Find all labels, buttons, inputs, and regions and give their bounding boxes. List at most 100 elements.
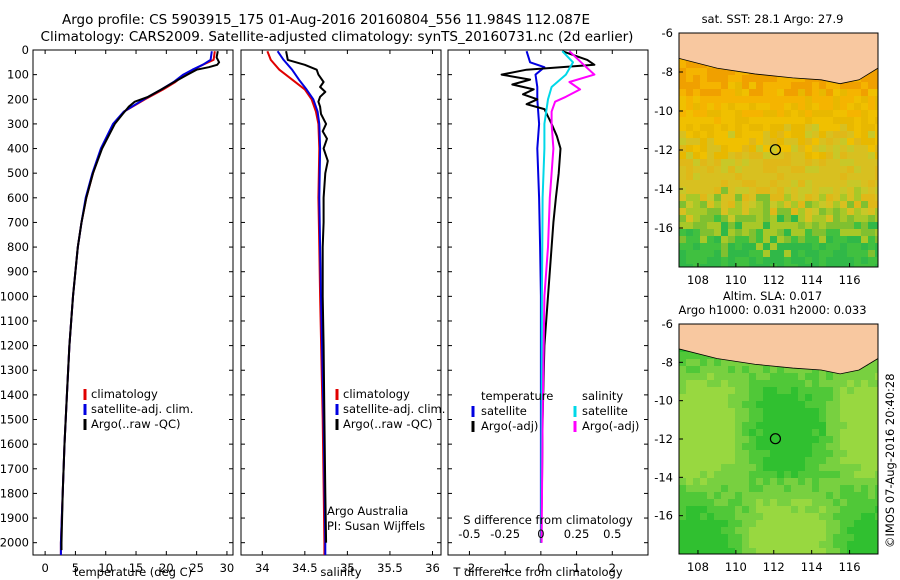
sla_map-cell bbox=[805, 429, 813, 437]
sla_map-cell bbox=[854, 499, 862, 507]
sla_map-cell bbox=[735, 527, 743, 535]
sla_map-cell bbox=[875, 471, 878, 479]
sst_map-cell bbox=[686, 180, 694, 188]
sla_map-cell bbox=[679, 408, 687, 416]
sla_map-cell bbox=[749, 513, 757, 521]
sla_map-cell bbox=[826, 548, 834, 554]
sla_map-cell bbox=[833, 380, 841, 388]
sla_map-cell bbox=[707, 401, 715, 409]
sst_map-cell bbox=[777, 257, 785, 265]
difference-xtick-label: 1 bbox=[573, 561, 580, 575]
sla_map-cell bbox=[812, 506, 820, 514]
sla_map-cell bbox=[777, 506, 785, 514]
sla_map-cell bbox=[812, 429, 820, 437]
sdiff-tick-label: 0.5 bbox=[603, 527, 621, 541]
sst_map-cell bbox=[798, 222, 806, 230]
sla_map-cell bbox=[826, 478, 834, 486]
sst_map-cell bbox=[700, 82, 708, 90]
sla_map-cell bbox=[749, 534, 757, 542]
sla_map-cell bbox=[861, 520, 869, 528]
sla_map-cell bbox=[805, 499, 813, 507]
sla_map-cell bbox=[693, 394, 701, 402]
sla_map-cell bbox=[875, 394, 878, 402]
sla_map-cell bbox=[812, 513, 820, 521]
sla_map-cell bbox=[854, 436, 862, 444]
sst_map-cell bbox=[805, 124, 813, 132]
depth-tick-label: 0 bbox=[22, 43, 29, 57]
sla_map-cell bbox=[742, 373, 750, 381]
sst_map-cell bbox=[791, 180, 799, 188]
sst_map-cell bbox=[756, 201, 764, 209]
sla_map-cell bbox=[812, 478, 820, 486]
sla_map-cell bbox=[798, 478, 806, 486]
sst_map-cell bbox=[700, 68, 708, 76]
sst_map-cell bbox=[840, 138, 848, 146]
sla_map-cell bbox=[819, 457, 827, 465]
sla_map-cell bbox=[819, 373, 827, 381]
sla_map-cell bbox=[847, 387, 855, 395]
sst_map-cell bbox=[700, 117, 708, 125]
sst_map-cell bbox=[728, 201, 736, 209]
sla_map-cell bbox=[861, 541, 869, 549]
sla_map-cell bbox=[742, 541, 750, 549]
sla_map-cell bbox=[707, 373, 715, 381]
sst_map-cell bbox=[686, 166, 694, 174]
sla_map-cell bbox=[721, 548, 729, 554]
sla_map-cell bbox=[819, 443, 827, 451]
sst_map-cell bbox=[735, 180, 743, 188]
depth-tick-label: 200 bbox=[7, 92, 29, 106]
sst_map-cell bbox=[735, 187, 743, 195]
sla_map-cell bbox=[819, 513, 827, 521]
sst_map-cell bbox=[868, 75, 876, 83]
sla_map-cell bbox=[679, 548, 687, 554]
sla_map-cell bbox=[812, 527, 820, 535]
sla_map-cell bbox=[819, 387, 827, 395]
sla_map-cell bbox=[756, 513, 764, 521]
sla_map-cell bbox=[679, 478, 687, 486]
sst_map-cell bbox=[700, 208, 708, 216]
sst_map-cell bbox=[840, 208, 848, 216]
sla_map-cell bbox=[693, 415, 701, 423]
sla_map-cell bbox=[693, 450, 701, 458]
sst_map-cell bbox=[742, 82, 750, 90]
sla_map-cell bbox=[861, 527, 869, 535]
sla_map-cell bbox=[875, 422, 878, 430]
sst_map-cell bbox=[819, 229, 827, 237]
sst_map-cell bbox=[854, 250, 862, 258]
sst_map-cell bbox=[693, 243, 701, 251]
sst_map-cell bbox=[770, 82, 778, 90]
sst_map-cell bbox=[833, 173, 841, 181]
depth-tick-label: 1600 bbox=[0, 437, 29, 451]
sla_map-cell bbox=[798, 422, 806, 430]
sst_map-cell bbox=[805, 173, 813, 181]
sla_map-cell bbox=[805, 534, 813, 542]
sla_map-cell bbox=[749, 485, 757, 493]
sla_map-cell bbox=[742, 401, 750, 409]
difference-line-t-satellite bbox=[525, 50, 546, 543]
sst_map-cell bbox=[854, 103, 862, 111]
sst_map-cell bbox=[791, 236, 799, 244]
sla_map-cell bbox=[679, 513, 687, 521]
sla_map-cell bbox=[756, 415, 764, 423]
sla_map-cell bbox=[728, 408, 736, 416]
sla_map-cell bbox=[833, 429, 841, 437]
sla_map-cell bbox=[784, 380, 792, 388]
sst_map-cell bbox=[833, 229, 841, 237]
sla_map-cell bbox=[861, 457, 869, 465]
sla_map-cell bbox=[812, 436, 820, 444]
sst_map-cell bbox=[840, 194, 848, 202]
sst_map-cell bbox=[833, 110, 841, 118]
sla_map-cell bbox=[721, 366, 729, 374]
sst_map-cell bbox=[763, 138, 771, 146]
sst_map-cell bbox=[749, 152, 757, 160]
sla_map-cell bbox=[875, 492, 878, 500]
sla_map-cell bbox=[700, 373, 708, 381]
sla_map-cell bbox=[735, 471, 743, 479]
sla_map-cell bbox=[868, 506, 876, 514]
sla_map-cell bbox=[861, 429, 869, 437]
sst_map-cell bbox=[749, 173, 757, 181]
sst_map-cell bbox=[819, 250, 827, 258]
sst_map-cell bbox=[875, 215, 878, 223]
sst_map-cell bbox=[707, 173, 715, 181]
sst_map-land bbox=[679, 33, 878, 85]
